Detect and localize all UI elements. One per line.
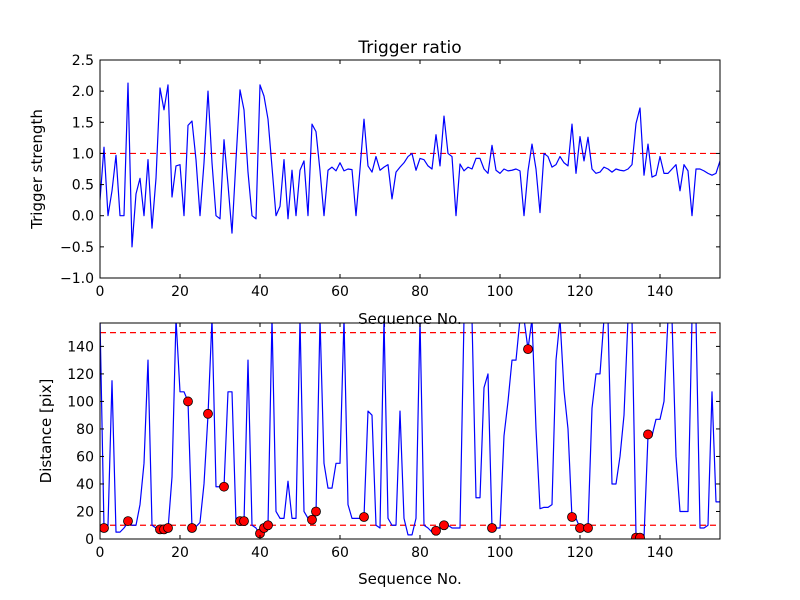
top-x-tick-label: 80 [411,284,429,300]
bottom-x-tick-label: 40 [251,545,269,561]
bottom-data-marker [583,523,593,533]
bottom-x-tick-label: 140 [647,545,674,561]
top-x-tick-label: 0 [96,284,105,300]
bottom-y-axis-label: Distance [pix] [37,379,55,484]
bottom-y-tick-label: 0 [85,532,94,548]
bottom-y-tick-label: 100 [67,394,94,410]
top-x-tick-label: 120 [567,284,594,300]
bottom-data-marker [100,523,109,533]
bottom-data-marker [643,429,653,440]
top-axes-frame [99,59,721,279]
bottom-series-line [100,323,720,539]
bottom-y-tick-label: 80 [76,422,94,438]
bottom-y-tick-label: 60 [76,449,94,465]
top-series-line [100,82,720,248]
top-y-tick-label: 1.0 [72,146,94,162]
bottom-y-tick-label: 140 [67,339,94,355]
bottom-data-marker [523,344,533,355]
top-x-tick-label: 60 [331,284,349,300]
top-y-tick-label: 2.5 [72,53,94,69]
bottom-data-marker [567,512,577,522]
top-y-tick-label: 0.5 [72,178,94,194]
bottom-data-marker [487,523,497,533]
bottom-data-marker [263,520,273,531]
bottom-ticks: 0 20 40 60 80 100 120 140 0 20 40 60 80 100 120 140 [67,323,720,561]
bottom-y-tick-label: 40 [76,477,94,493]
bottom-data-marker [635,532,645,539]
top-y-axis-label: Trigger strength [28,109,46,230]
bottom-x-tick-label: 60 [331,545,349,561]
top-chart-title: Trigger ratio [357,38,461,58]
top-x-tick-label: 20 [171,284,189,300]
bottom-data-marker [203,408,213,419]
top-y-tick-label: 0.0 [72,209,94,225]
bottom-data-marker [187,523,197,533]
bottom-data-marker [431,525,441,536]
bottom-x-tick-label: 20 [171,545,189,561]
top-x-tick-label: 100 [487,284,514,300]
bottom-chart: 0 20 40 60 80 100 120 140 0 20 40 60 80 100 120 140 Seq… [37,322,721,588]
bottom-x-tick-label: 0 [96,545,105,561]
bottom-data-marker [219,481,229,492]
top-y-tick-label: 2.0 [72,84,94,100]
bottom-x-axis-label: Sequence No. [358,570,462,588]
bottom-axes-frame [99,322,721,540]
top-y-tick-label: −1.0 [60,271,94,287]
bottom-data-marker [183,396,193,407]
top-ticks: 0 20 40 60 80 100 120 140 −1.0 −0.5 0.0 0.5 1.0 1.5 2.… [60,53,720,300]
bottom-y-tick-label: 120 [67,367,94,383]
top-x-tick-label: 140 [647,284,674,300]
top-chart: Trigger ratio 0 20 40 60 80 100 120 140 −1.0 −0.5… [28,38,721,328]
bottom-data-marker [359,512,369,522]
bottom-plot-area [100,323,720,539]
bottom-data-marker [123,516,133,527]
top-y-tick-label: 1.5 [72,115,94,131]
bottom-data-marker [439,520,449,531]
bottom-y-tick-label: 20 [76,504,94,520]
top-y-tick-label: −0.5 [60,240,94,256]
bottom-x-tick-label: 120 [567,545,594,561]
bottom-data-marker [163,523,173,533]
bottom-x-tick-label: 80 [411,545,429,561]
top-x-axis-label: Sequence No. [358,310,462,328]
top-plot-area [100,82,720,248]
top-x-tick-label: 40 [251,284,269,300]
bottom-data-marker [307,514,317,525]
bottom-data-marker [239,516,249,527]
bottom-x-tick-label: 100 [487,545,514,561]
bottom-data-marker [311,506,321,517]
